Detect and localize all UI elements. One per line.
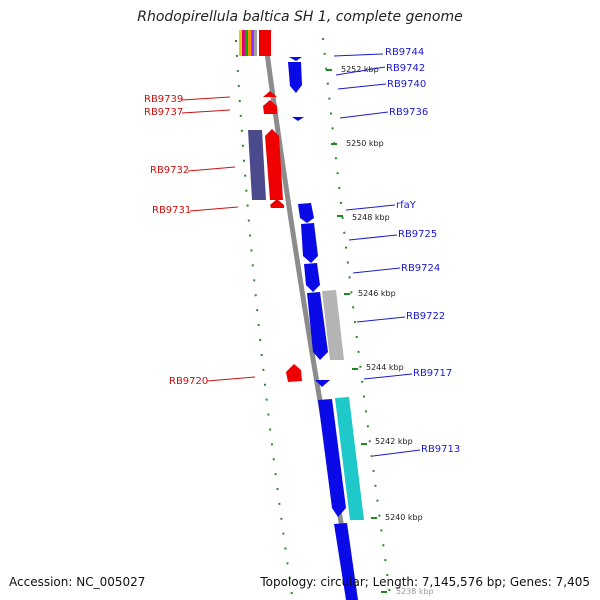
top-feature-strip [239, 30, 271, 56]
gene-arrow-fwd [292, 117, 304, 121]
gene-arrow-fwd [304, 263, 320, 292]
gene-arrow-rev [265, 129, 283, 200]
reverse-gene-arrows [263, 91, 302, 382]
purple-feature [248, 130, 266, 200]
cyan-feature [335, 397, 364, 520]
gene-label-rb9742: RB9742 [386, 63, 425, 74]
kbp-label: 5240 kbp [385, 513, 423, 522]
gene-label-rb9717: RB9717 [413, 368, 452, 379]
outer-tick-track [322, 37, 391, 596]
forward-gene-arrows [288, 57, 358, 600]
map-title: Rhodopirellula baltica SH 1, complete ge… [137, 9, 463, 25]
gene-arrow-fwd [289, 57, 302, 61]
gene-label-rb9739: RB9739 [144, 94, 183, 105]
kbp-label: 5248 kbp [352, 213, 390, 222]
gene-label-rb9744: RB9744 [385, 47, 424, 58]
kbp-label: 5252 kbp [341, 65, 379, 74]
gene-arrow-rev [263, 91, 277, 97]
forward-gene-labels [333, 53, 421, 457]
kbp-label: 5250 kbp [346, 139, 384, 148]
gray-feature [322, 290, 344, 360]
gene-label-rb9724: RB9724 [401, 263, 440, 274]
gene-label-rb9731: RB9731 [152, 205, 191, 216]
gene-label-rb9713: RB9713 [421, 444, 460, 455]
gene-label-rfay: rfaY [396, 200, 417, 211]
gene-arrow-fwd [334, 523, 358, 600]
gene-arrow-fwd [307, 292, 328, 360]
gene-label-rb9737: RB9737 [144, 107, 183, 118]
kbp-label: 5246 kbp [358, 289, 396, 298]
kbp-label: 5244 kbp [366, 363, 404, 372]
gene-label-rb9740: RB9740 [387, 79, 426, 90]
gene-label-rb9732: RB9732 [150, 165, 189, 176]
gene-label-rb9720: RB9720 [169, 376, 208, 387]
kbp-scale: 5252 kbp 5250 kbp 5248 kbp 5246 kbp 5244… [326, 65, 434, 596]
gene-arrow-fwd [298, 203, 314, 223]
gene-label-rb9725: RB9725 [398, 229, 437, 240]
gene-arrow-fwd [318, 399, 346, 517]
gene-arrow-rev [286, 364, 302, 382]
gene-arrow-fwd [301, 223, 318, 263]
reverse-gene-labels [181, 96, 256, 382]
gene-arrow-rev [270, 199, 284, 208]
genome-stats-text: Topology: circular; Length: 7,145,576 bp… [260, 575, 590, 589]
gene-arrow-rev [263, 100, 277, 114]
accession-text: Accession: NC_005027 [9, 575, 146, 589]
gene-label-rb9736: RB9736 [389, 107, 428, 118]
gene-label-rb9722: RB9722 [406, 311, 445, 322]
gene-arrow-fwd [315, 380, 330, 387]
kbp-label: 5238 kbp [396, 587, 434, 596]
gene-arrow-fwd [288, 62, 302, 93]
kbp-label: 5242 kbp [375, 437, 413, 446]
inner-tick-track [235, 39, 293, 596]
